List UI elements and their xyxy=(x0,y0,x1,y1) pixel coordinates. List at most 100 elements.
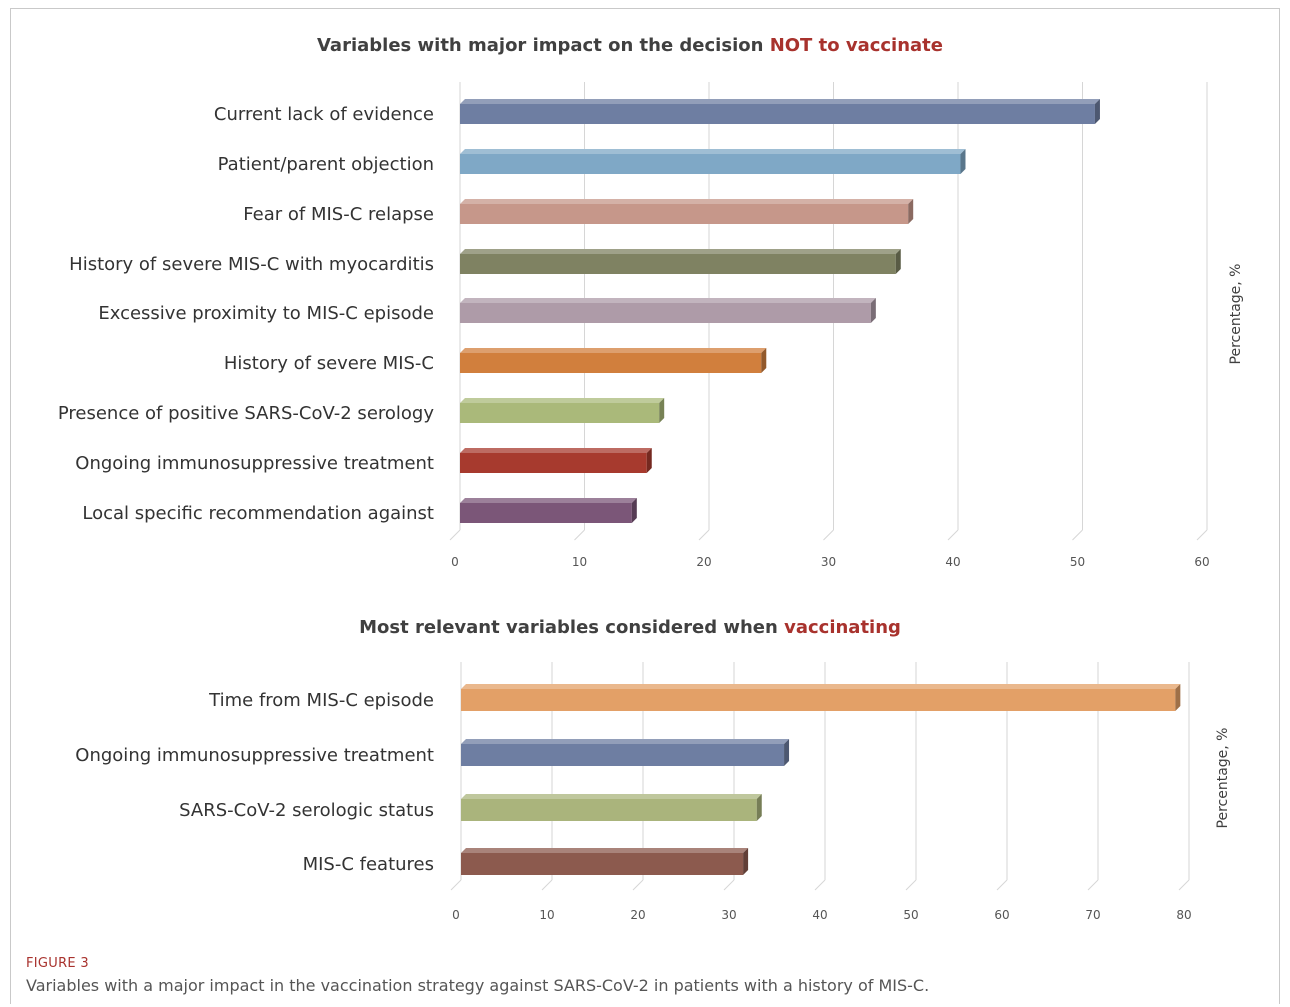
bar-side-face xyxy=(743,848,749,875)
bar-front-face xyxy=(461,853,744,875)
chart-2-title: Most relevant variables considered when … xyxy=(359,617,901,638)
bar-side-face xyxy=(1175,684,1181,711)
bar-top-face xyxy=(461,739,790,744)
figure-caption-heading: FIGURE 3 xyxy=(26,956,89,971)
bar-side-face xyxy=(784,739,790,766)
gridline-floor xyxy=(823,529,834,541)
gridline-floor xyxy=(723,879,735,891)
bar-front-face xyxy=(460,254,896,274)
figure-caption-text: Variables with a major impact in the vac… xyxy=(26,976,930,995)
gridline-floor xyxy=(574,529,585,541)
bar-top-face xyxy=(460,249,901,254)
bar-top-face xyxy=(460,149,966,154)
bar xyxy=(460,498,637,523)
bar-top-face xyxy=(461,794,762,799)
category-label: MIS-C features xyxy=(303,854,434,875)
x-tick-label: 40 xyxy=(812,908,827,922)
bar-top-face xyxy=(460,199,914,204)
category-label: Presence of positive SARS-CoV-2 serology xyxy=(58,403,434,424)
x-tick-label: 30 xyxy=(721,908,736,922)
bar xyxy=(461,739,790,766)
bar-front-face xyxy=(460,154,961,174)
category-label: Ongoing immunosuppressive treatment xyxy=(75,745,434,766)
chart-not-to-vaccinate: Variables with major impact on the decis… xyxy=(58,35,1244,569)
category-label: Ongoing immunosuppressive treatment xyxy=(75,453,434,474)
x-tick-label: 20 xyxy=(696,555,711,569)
chart-1-y-axis-label: Percentage, % xyxy=(1228,264,1244,365)
bar-side-face xyxy=(908,199,914,224)
x-tick-label: 30 xyxy=(821,555,836,569)
x-tick-label: 70 xyxy=(1085,908,1100,922)
bar-side-face xyxy=(1094,99,1100,124)
x-tick-label: 0 xyxy=(452,908,460,922)
x-tick-label: 50 xyxy=(903,908,918,922)
x-tick-label: 20 xyxy=(630,908,645,922)
bar-front-face xyxy=(461,689,1176,711)
bar xyxy=(460,249,901,274)
bar xyxy=(460,448,652,473)
bar-front-face xyxy=(460,353,762,373)
figure-charts: Variables with major impact on the decis… xyxy=(58,35,1244,922)
bar-top-face xyxy=(460,448,652,453)
gridline-floor xyxy=(996,879,1008,891)
bar-side-face xyxy=(870,298,876,323)
bar xyxy=(461,848,749,875)
category-label: Time from MIS-C episode xyxy=(208,690,434,711)
gridline-floor xyxy=(1196,529,1208,541)
bar-top-face xyxy=(460,348,767,353)
category-label: Current lack of evidence xyxy=(214,104,434,125)
category-label: Fear of MIS-C relapse xyxy=(243,204,434,225)
x-tick-label: 60 xyxy=(994,908,1009,922)
bar xyxy=(460,199,914,224)
bar-top-face xyxy=(460,498,637,503)
category-label: Patient/parent objection xyxy=(218,154,434,175)
bar-top-face xyxy=(461,684,1181,689)
bar-top-face xyxy=(460,298,876,303)
category-label: Excessive proximity to MIS-C episode xyxy=(98,303,434,324)
bar-front-face xyxy=(460,204,909,224)
chart-2-y-axis-label: Percentage, % xyxy=(1215,728,1231,829)
bar xyxy=(460,348,767,373)
bar-top-face xyxy=(461,848,749,853)
bar-top-face xyxy=(460,99,1100,104)
bar-top-face xyxy=(460,398,665,403)
gridline-floor xyxy=(947,529,959,541)
category-label: History of severe MIS-C with myocarditis xyxy=(69,254,434,275)
bar-front-face xyxy=(460,453,647,473)
bar-side-face xyxy=(659,398,665,423)
bar xyxy=(460,398,665,423)
bar xyxy=(460,99,1100,124)
x-tick-label: 60 xyxy=(1194,555,1209,569)
category-label: Local specific recommendation against xyxy=(82,503,434,524)
bar-side-face xyxy=(960,149,966,174)
gridline-floor xyxy=(450,879,462,891)
gridline-floor xyxy=(1178,879,1190,891)
bar-front-face xyxy=(460,403,660,423)
gridline-floor xyxy=(698,529,710,541)
gridline-floor xyxy=(905,879,917,891)
gridline-floor xyxy=(1072,529,1083,541)
gridline-floor xyxy=(1087,879,1099,891)
bar xyxy=(460,149,966,174)
bar xyxy=(460,298,876,323)
category-label: History of severe MIS-C xyxy=(224,353,434,374)
bar xyxy=(461,684,1181,711)
bar-front-face xyxy=(461,799,757,821)
bar-side-face xyxy=(761,348,767,373)
bar-side-face xyxy=(631,498,637,523)
category-label: SARS-CoV-2 serologic status xyxy=(179,800,434,821)
bar-front-face xyxy=(460,503,632,523)
x-tick-label: 50 xyxy=(1070,555,1085,569)
x-tick-label: 10 xyxy=(572,555,587,569)
chart-1-title: Variables with major impact on the decis… xyxy=(317,35,943,56)
bar-front-face xyxy=(461,744,785,766)
bar-side-face xyxy=(756,794,762,821)
bar xyxy=(461,794,762,821)
bar-side-face xyxy=(646,448,652,473)
gridline-floor xyxy=(449,529,461,541)
x-tick-label: 40 xyxy=(945,555,960,569)
gridline-floor xyxy=(541,879,553,891)
gridline-floor xyxy=(814,879,826,891)
x-tick-label: 0 xyxy=(451,555,459,569)
chart-when-vaccinating: Most relevant variables considered when … xyxy=(75,617,1231,922)
